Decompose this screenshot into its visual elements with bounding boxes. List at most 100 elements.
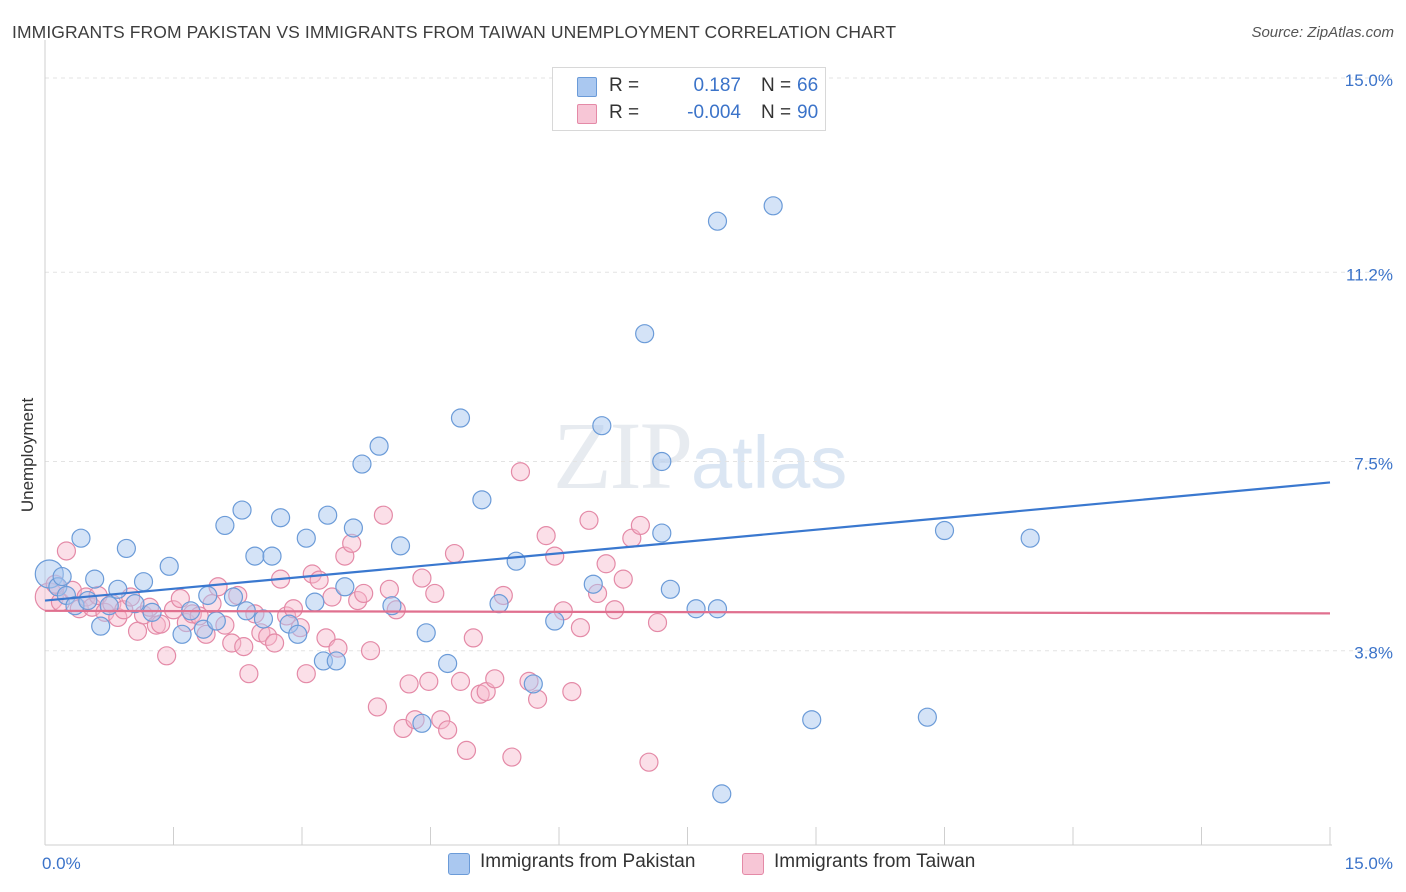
taiwan-swatch xyxy=(742,853,764,875)
taiwan-point xyxy=(438,720,458,740)
pakistan-point xyxy=(707,599,728,619)
x-tick-label: 0.0% xyxy=(42,854,81,873)
pakistan-point xyxy=(253,609,274,629)
pakistan-point xyxy=(506,551,526,571)
legend-label: Immigrants from Pakistan xyxy=(480,851,696,872)
taiwan-point xyxy=(296,664,316,684)
pakistan-point xyxy=(245,546,265,566)
pakistan-point xyxy=(223,587,244,607)
pakistan-point xyxy=(206,611,226,631)
y-tick-label: 15.0% xyxy=(1345,71,1393,90)
pakistan-point xyxy=(142,602,162,622)
taiwan-point xyxy=(630,515,650,536)
y-tick-label: 7.5% xyxy=(1354,455,1393,474)
pakistan-point xyxy=(412,713,432,733)
taiwan-point xyxy=(419,671,439,691)
pakistan-point xyxy=(91,616,111,636)
pakistan-point xyxy=(917,707,937,727)
pakistan-point xyxy=(305,592,325,612)
taiwan-point xyxy=(485,669,505,689)
pakistan-point xyxy=(78,590,98,611)
tick-labels: 3.8% 7.5% 11.2% 15.0% 0.0% 15.0% xyxy=(42,71,1393,873)
pakistan-point xyxy=(523,674,543,694)
taiwan-point xyxy=(431,710,451,730)
y-tick-label: 3.8% xyxy=(1354,644,1393,663)
pakistan-point xyxy=(382,596,402,616)
pakistan-point xyxy=(712,784,732,804)
pakistan-point xyxy=(489,594,509,614)
taiwan-point xyxy=(570,618,591,638)
pakistan-point xyxy=(133,572,154,592)
pakistan-point xyxy=(802,710,822,730)
pakistan-point xyxy=(172,624,192,644)
taiwan-point xyxy=(425,583,445,604)
pakistan-swatch xyxy=(448,853,470,875)
taiwan-point xyxy=(502,747,522,767)
y-tick-label: 11.2% xyxy=(1346,265,1393,284)
pakistan-point xyxy=(296,528,316,548)
taiwan-point xyxy=(450,671,471,691)
pakistan-point xyxy=(288,624,308,644)
taiwan-point xyxy=(360,641,381,661)
r-label: R = xyxy=(609,102,640,123)
watermark: ZIPatlas xyxy=(553,400,847,511)
taiwan-point xyxy=(127,621,148,641)
pakistan-trend-line xyxy=(44,481,1331,602)
pakistan-point xyxy=(326,651,346,671)
gridlines xyxy=(45,77,1392,652)
pakistan-point xyxy=(159,556,179,576)
taiwan-points xyxy=(34,462,668,772)
pakistan-point xyxy=(85,569,105,589)
pakistan-point xyxy=(125,594,145,614)
taiwan-point xyxy=(373,505,393,525)
pakistan-point xyxy=(472,490,492,510)
pakistan-point xyxy=(270,508,291,528)
r-value: -0.004 xyxy=(687,102,741,123)
pakistan-point xyxy=(198,585,218,606)
taiwan-point xyxy=(322,587,342,607)
pakistan-point xyxy=(652,451,672,472)
pakistan-point xyxy=(416,623,436,643)
watermark-zip: ZIP xyxy=(553,402,693,509)
pakistan-point xyxy=(343,518,363,538)
pakistan-point xyxy=(545,611,565,631)
pakistan-point xyxy=(262,546,282,566)
taiwan-trend-line xyxy=(44,609,1331,615)
taiwan-point xyxy=(170,588,190,609)
taiwan-point xyxy=(222,633,242,653)
pakistan-point xyxy=(1020,528,1040,548)
n-value: 66 xyxy=(797,75,819,96)
taiwan-swatch xyxy=(577,104,597,124)
pakistan-point xyxy=(660,579,680,599)
pakistan-point xyxy=(934,520,955,541)
taiwan-point xyxy=(647,612,668,633)
pakistan-point xyxy=(108,579,128,599)
r-value: 0.187 xyxy=(693,75,741,96)
pakistan-point xyxy=(335,577,355,597)
r-label: R = xyxy=(609,75,640,96)
pakistan-point xyxy=(52,566,72,587)
taiwan-point xyxy=(545,546,565,566)
taiwan-point xyxy=(379,579,399,599)
trend-lines xyxy=(44,481,1331,615)
taiwan-point xyxy=(579,510,599,530)
taiwan-point xyxy=(399,674,419,694)
chart-title: IMMIGRANTS FROM PAKISTAN VS IMMIGRANTS F… xyxy=(12,22,897,42)
pakistan-point xyxy=(450,408,471,428)
taiwan-point xyxy=(613,569,633,589)
source-credit: Source: ZipAtlas.com xyxy=(1251,24,1394,41)
taiwan-point xyxy=(354,583,374,604)
taiwan-point xyxy=(536,526,556,546)
pakistan-point xyxy=(71,528,91,548)
pakistan-point xyxy=(583,574,603,594)
pakistan-point xyxy=(116,538,136,559)
pakistan-point xyxy=(707,211,728,231)
pakistan-swatch xyxy=(577,77,597,97)
pakistan-point xyxy=(352,454,372,474)
pakistan-point xyxy=(763,196,783,216)
pakistan-point xyxy=(232,500,252,520)
pakistan-point xyxy=(652,523,672,543)
n-label: N = xyxy=(761,75,792,96)
pakistan-point xyxy=(592,416,612,436)
